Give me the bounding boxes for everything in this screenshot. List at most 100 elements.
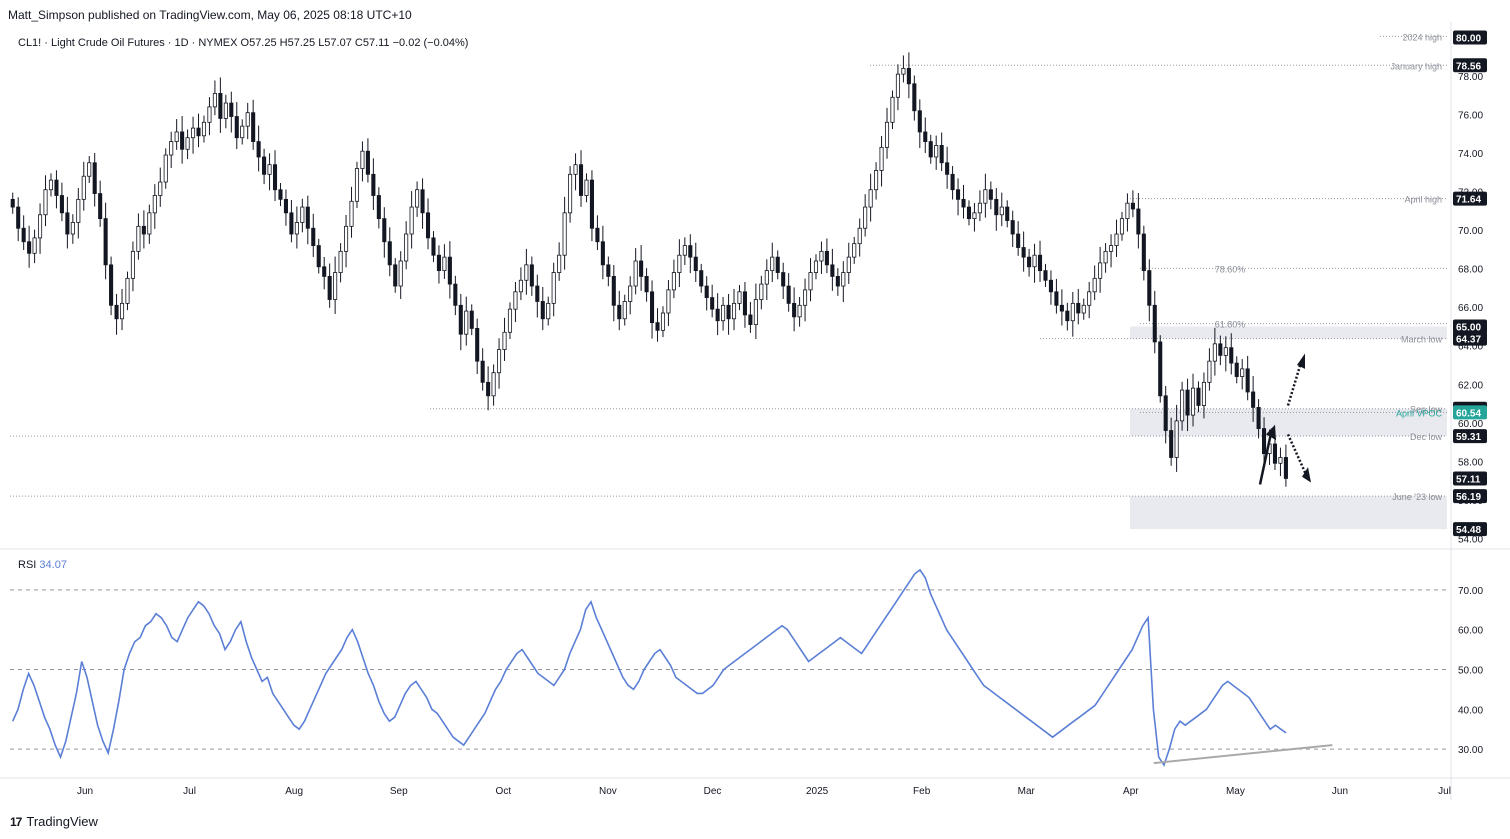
candle-body [371, 173, 376, 196]
price-tick-label: 64.00 [1458, 342, 1483, 353]
candle-body [824, 250, 829, 266]
candle-body [589, 179, 594, 229]
candle-body [846, 256, 851, 273]
rsi-tick-label: 50.00 [1458, 665, 1483, 676]
candle-body [229, 102, 234, 117]
price-label-text: 54.48 [1456, 525, 1481, 536]
candle-body [262, 156, 267, 175]
candle-body [1141, 233, 1146, 272]
price-tick-label: 74.00 [1458, 149, 1483, 160]
candle-body [185, 137, 190, 150]
candle-body [272, 164, 278, 191]
candle-body [354, 168, 360, 202]
candle-body [578, 164, 584, 196]
candle-body [852, 243, 857, 258]
candle-body [988, 189, 993, 200]
candle-body [169, 141, 174, 156]
candle-body [158, 181, 163, 196]
candle-body [27, 241, 32, 254]
candle-body [644, 276, 649, 293]
candle-body [906, 67, 911, 85]
candle-body [731, 302, 737, 320]
candle-body [770, 256, 775, 272]
candle-body [398, 260, 403, 287]
brand-name: TradingView [26, 814, 98, 829]
candle-body [912, 83, 917, 112]
time-tick-label: Oct [496, 786, 512, 797]
candle-body [464, 310, 469, 335]
candle-body [404, 233, 409, 262]
price-label-text: 56.19 [1456, 492, 1481, 503]
candle-body [737, 291, 742, 304]
candle-body [781, 272, 786, 287]
candle-body [278, 189, 283, 200]
candle-body [311, 227, 316, 246]
candle-body [1207, 360, 1212, 383]
candle-body [688, 245, 693, 258]
candle-body [130, 250, 135, 279]
candle-body [633, 260, 638, 287]
candle-body [1251, 391, 1256, 408]
candle-body [283, 198, 288, 214]
candle-body [256, 141, 261, 158]
candle-body [928, 141, 933, 158]
rsi-tick-label: 60.00 [1458, 626, 1483, 637]
price-label-text: 60.54 [1456, 408, 1481, 419]
candle-body [425, 212, 431, 239]
candle-body [956, 189, 961, 200]
candle-body [890, 96, 895, 123]
candle-body [540, 301, 545, 320]
candle-body [344, 225, 349, 252]
candle-body [1005, 206, 1010, 221]
candle-body [682, 245, 687, 256]
candle-body [289, 212, 294, 235]
tradingview-logo-icon: 17 [10, 814, 22, 829]
candle-body [1163, 395, 1168, 431]
candle-body [945, 162, 950, 175]
rsi-tick-label: 40.00 [1458, 705, 1483, 716]
candle-body [699, 270, 704, 287]
rsi-tick-label: 30.00 [1458, 745, 1483, 756]
candle-body [726, 304, 731, 320]
candle-body [1158, 341, 1163, 397]
rsi-legend: RSI 34.07 [18, 559, 67, 571]
candle-body [961, 198, 966, 208]
price-label-box [1453, 191, 1487, 206]
candle-body [677, 254, 682, 273]
rsi-pane: RSI 34.07 30.00 40.00 50.00 60.00 70.00 [0, 559, 1510, 779]
candle-body [551, 272, 556, 304]
candle-body [1010, 220, 1015, 235]
tradingview-brand[interactable]: 17 TradingView [10, 814, 98, 829]
candle-body [1032, 254, 1037, 268]
time-tick-label: Apr [1123, 786, 1139, 797]
candle-body [934, 145, 939, 158]
candle-body [436, 254, 441, 272]
candle-body [10, 198, 15, 208]
candle-body [1152, 304, 1157, 343]
candle-body [628, 285, 633, 302]
price-label-box [1453, 319, 1487, 334]
candle-body [119, 302, 125, 320]
candle-body [338, 250, 343, 273]
candle-body [1180, 389, 1185, 422]
annotation-label: April VPOC [1396, 408, 1443, 418]
candle-body [294, 222, 299, 235]
candle-body [797, 304, 802, 318]
rsi-name: RSI [18, 559, 39, 571]
candle-body [191, 127, 196, 139]
candle-body [1218, 343, 1223, 356]
candle-body [180, 131, 185, 150]
candle-body [333, 272, 338, 300]
candle-body [1272, 443, 1278, 464]
candle-body [300, 206, 305, 223]
candle-body [114, 304, 119, 320]
price-tick-label: 68.00 [1458, 265, 1483, 276]
candle-body [431, 237, 436, 256]
candle-body [103, 218, 108, 266]
candle-body [1196, 387, 1201, 406]
candle-body [611, 276, 616, 306]
candle-body [409, 206, 414, 235]
candle-body [245, 112, 250, 127]
candle-body [939, 145, 944, 164]
candle-body [1201, 381, 1206, 406]
